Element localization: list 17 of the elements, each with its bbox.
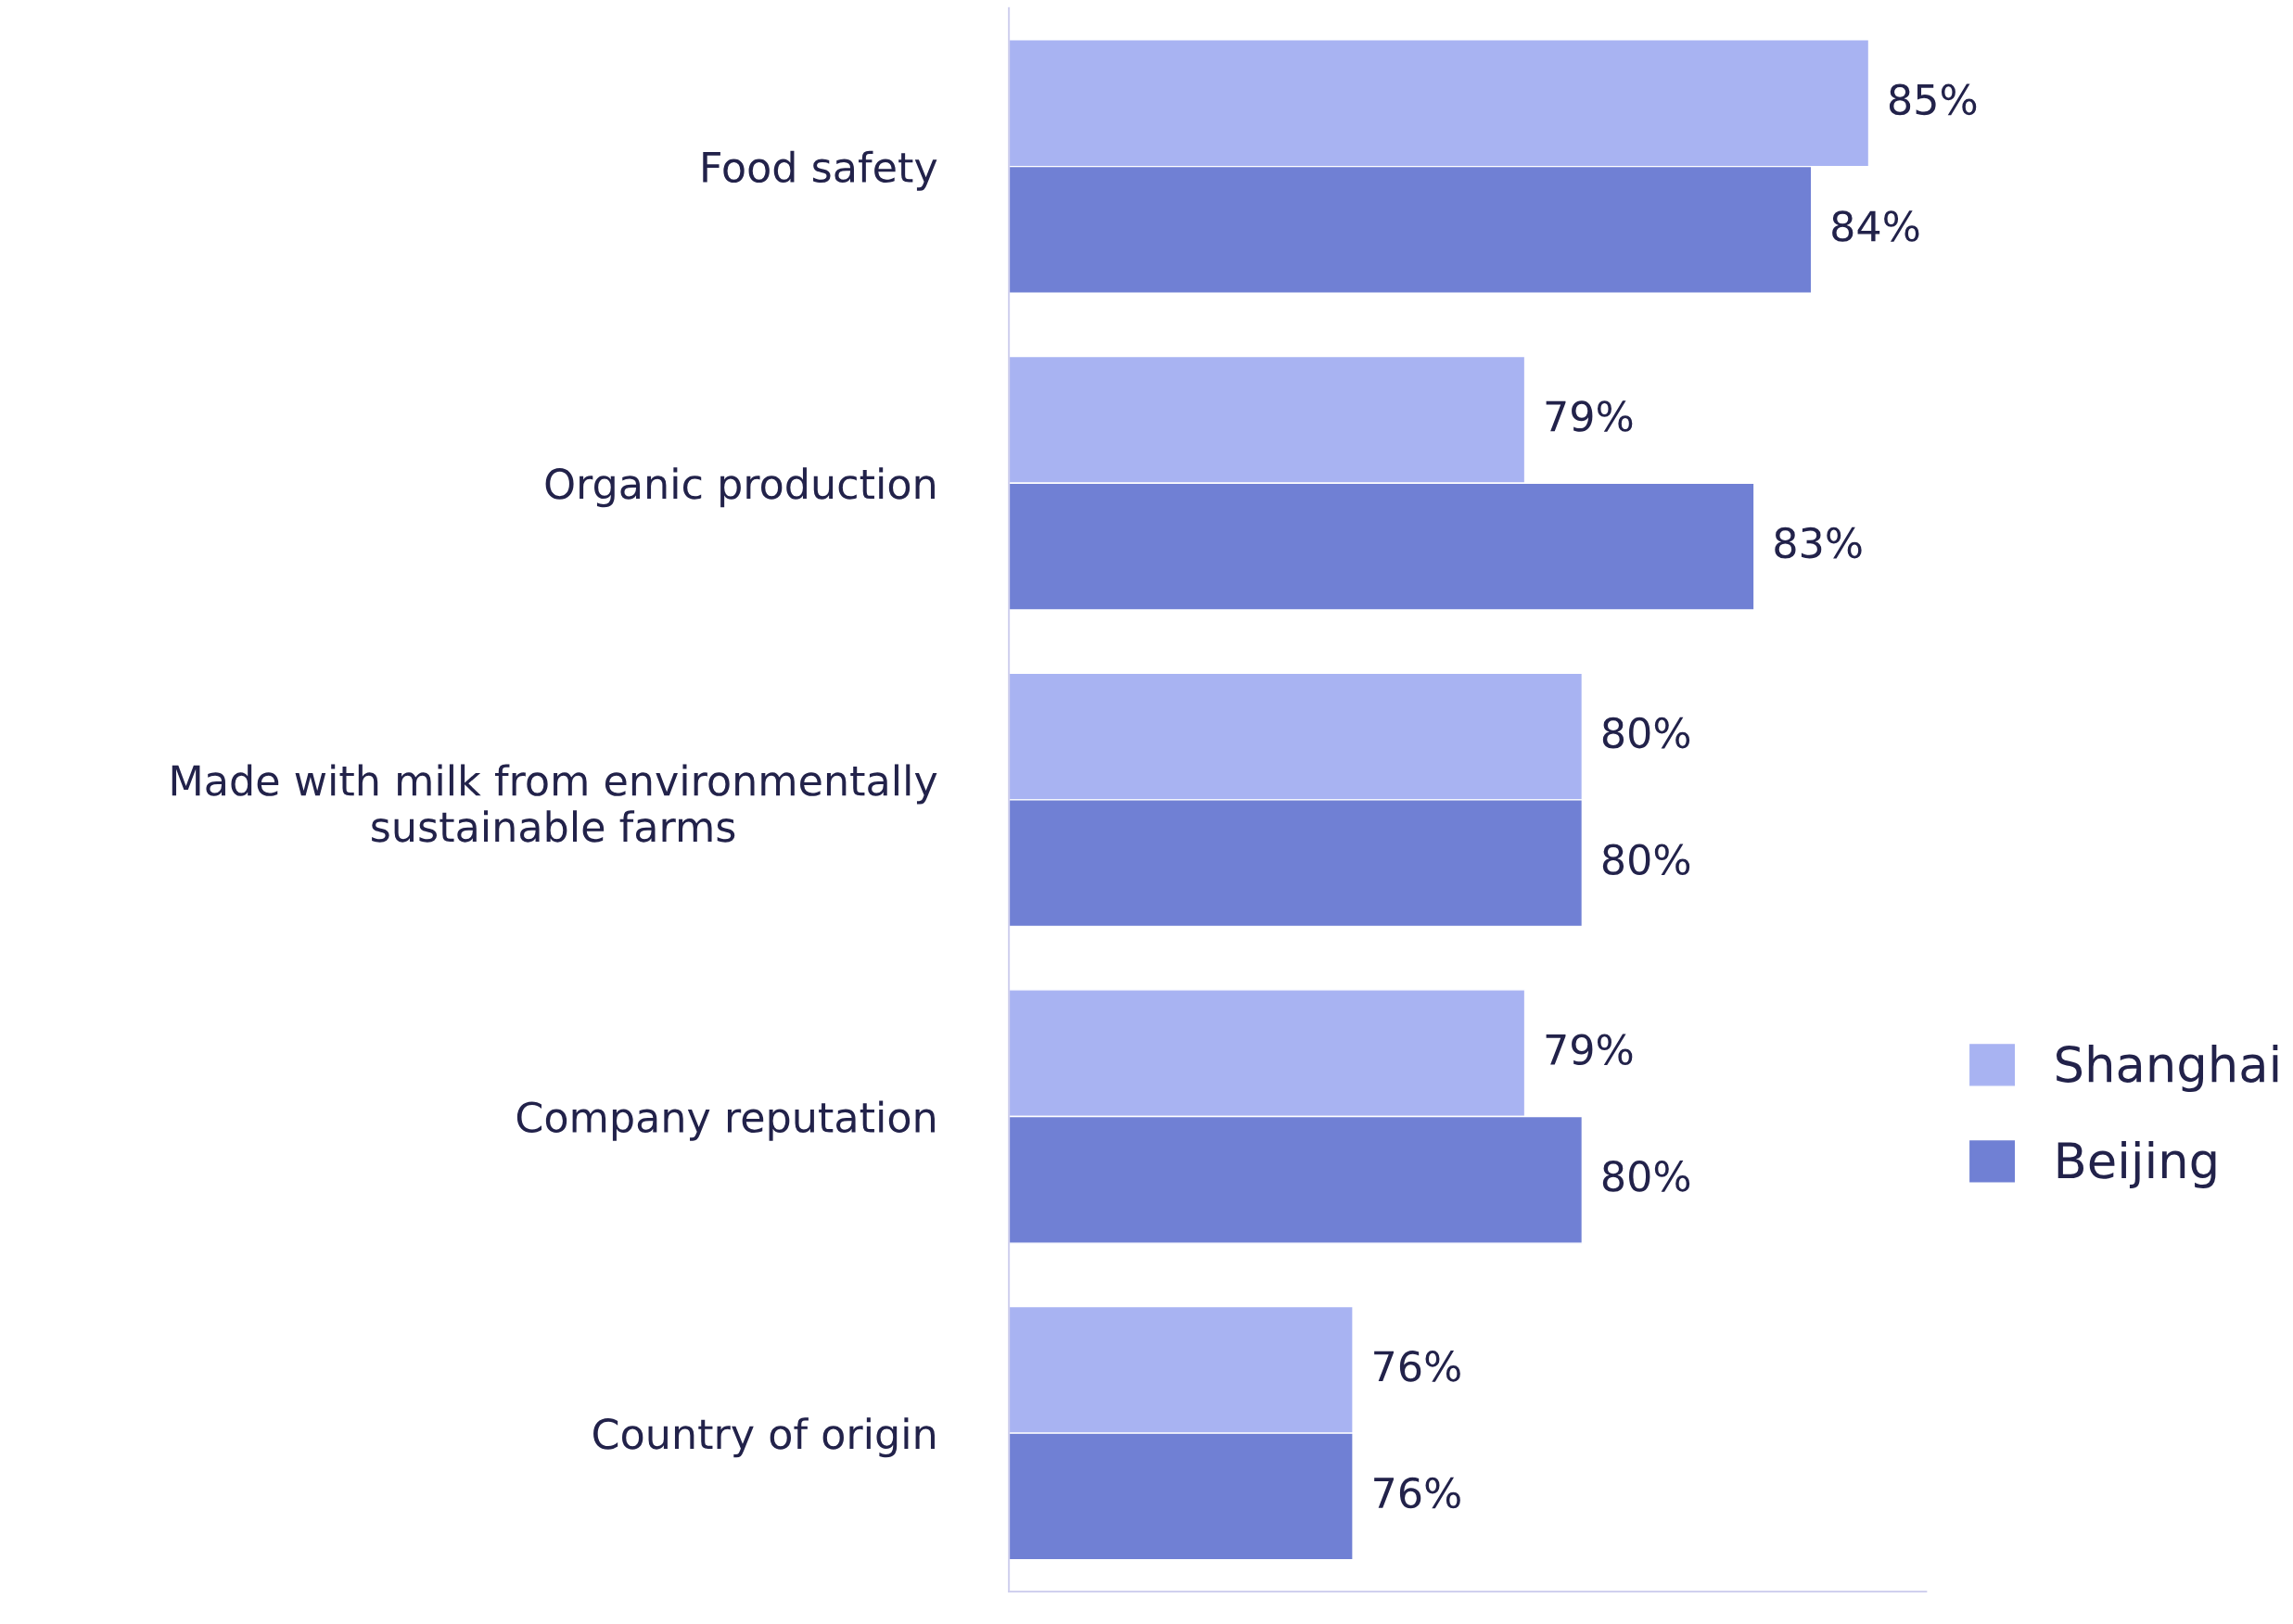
- data-label: 80%: [1602, 717, 1690, 749]
- data-label: 84%: [1832, 210, 1919, 242]
- y-tick-label: Company reputation: [516, 1100, 935, 1141]
- data-label: 79%: [1546, 1034, 1633, 1066]
- data-label: 76%: [1374, 1351, 1460, 1382]
- legend-label: Shanghai: [2057, 1045, 2278, 1093]
- y-tick-label: Food safety: [703, 150, 937, 191]
- data-label: 80%: [1602, 1161, 1690, 1192]
- data-label: 85%: [1889, 83, 1977, 116]
- legend-label: Beijing: [2057, 1140, 2216, 1188]
- y-tick-label: Organic production: [545, 467, 935, 508]
- data-label: 76%: [1374, 1477, 1460, 1509]
- data-label: 83%: [1775, 527, 1862, 559]
- data-label: 80%: [1602, 844, 1690, 876]
- y-tick-label: Made with milk from environmentally sustainable farms: [172, 764, 937, 843]
- data-label: 79%: [1546, 400, 1633, 432]
- y-tick-label: Country of origin: [593, 1417, 935, 1458]
